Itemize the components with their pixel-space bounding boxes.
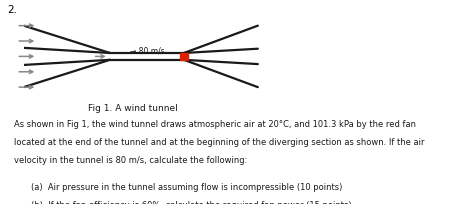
Text: As shown in Fig 1, the wind tunnel draws atmospheric air at 20°C, and 101.3 kPa : As shown in Fig 1, the wind tunnel draws… xyxy=(14,119,416,128)
Text: → 80 m/s: → 80 m/s xyxy=(130,47,164,55)
Text: velocity in the tunnel is 80 m/s, calculate the following:: velocity in the tunnel is 80 m/s, calcul… xyxy=(14,155,247,164)
Text: 2.: 2. xyxy=(7,5,17,15)
Text: located at the end of the tunnel and at the beginning of the diverging section a: located at the end of the tunnel and at … xyxy=(14,137,425,146)
Bar xyxy=(180,54,188,61)
Text: (b)  If the fan efficiency is 60%, calculate the required fan power (15 points): (b) If the fan efficiency is 60%, calcul… xyxy=(31,200,351,204)
Text: (a)  Air pressure in the tunnel assuming flow is incompressible (10 points): (a) Air pressure in the tunnel assuming … xyxy=(31,182,342,191)
Text: Fig 1. A wind tunnel: Fig 1. A wind tunnel xyxy=(88,103,178,112)
